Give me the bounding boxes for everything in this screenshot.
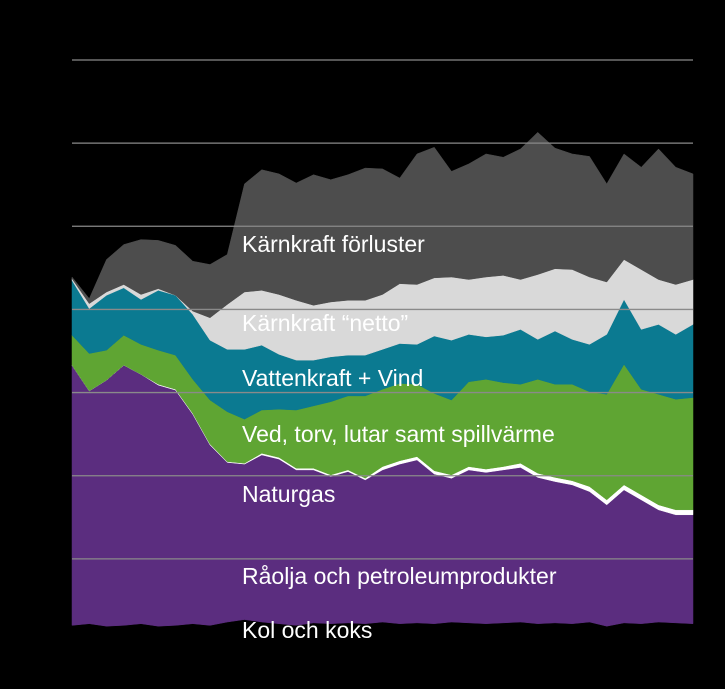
area-label: Kärnkraft “netto” <box>242 310 408 336</box>
area-label: Vattenkraft + Vind <box>242 365 423 391</box>
area-label: Kärnkraft förluster <box>242 231 425 257</box>
area-label: Ved, torv, lutar samt spillvärme <box>242 421 555 447</box>
area-label: Råolja och petroleumprodukter <box>242 563 557 589</box>
area-label: Naturgas <box>242 481 335 507</box>
area-label: Kol och koks <box>242 617 372 643</box>
area <box>71 131 694 319</box>
